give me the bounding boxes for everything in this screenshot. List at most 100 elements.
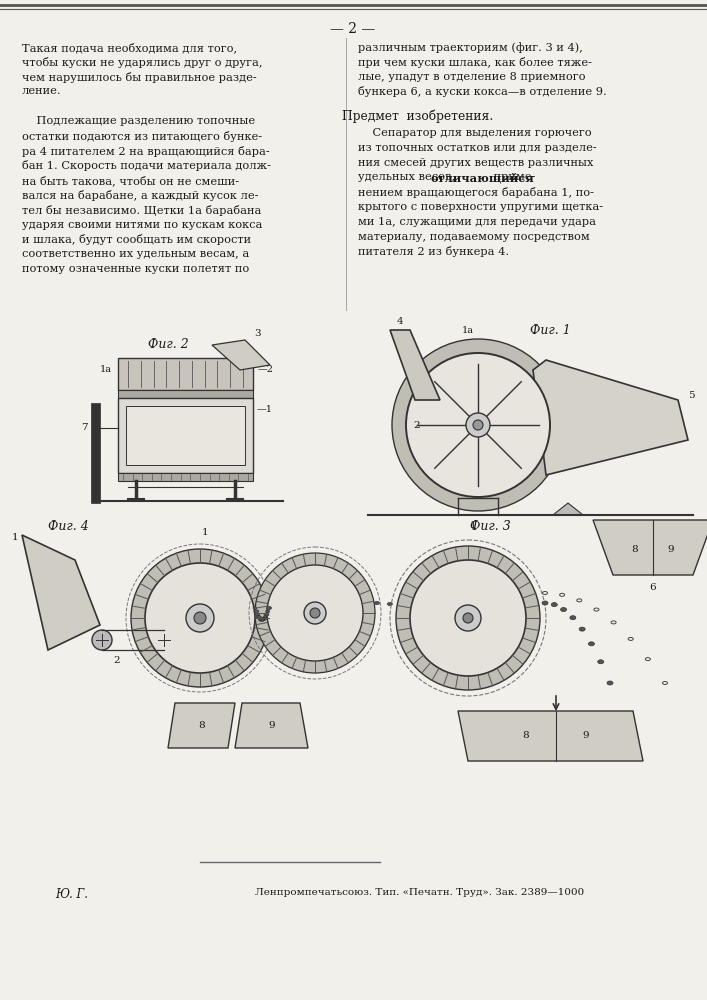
Text: 1: 1 [11, 534, 18, 542]
Circle shape [466, 413, 490, 437]
Circle shape [411, 398, 429, 416]
Ellipse shape [257, 616, 262, 619]
Text: 5: 5 [688, 390, 694, 399]
Text: и шлака, будут сообщать им скорости: и шлака, будут сообщать им скорости [22, 234, 251, 245]
Ellipse shape [255, 613, 259, 616]
Text: 9: 9 [269, 720, 275, 730]
Text: питателя 2 из бункера 4.: питателя 2 из бункера 4. [358, 246, 509, 257]
Text: —2: —2 [258, 365, 274, 374]
Circle shape [194, 612, 206, 624]
Text: Предмет  изобретения.: Предмет изобретения. [342, 109, 493, 123]
Polygon shape [212, 340, 270, 370]
Circle shape [439, 398, 457, 416]
Polygon shape [390, 330, 440, 400]
Bar [118, 390, 253, 398]
Polygon shape [533, 360, 688, 475]
Circle shape [396, 546, 540, 690]
Text: Фиг. 2: Фиг. 2 [148, 338, 188, 351]
Text: 4: 4 [397, 317, 403, 326]
Text: 1а: 1а [462, 326, 474, 335]
Ellipse shape [387, 603, 392, 606]
Ellipse shape [254, 610, 259, 613]
Circle shape [154, 630, 174, 650]
Text: 1: 1 [469, 521, 477, 530]
Polygon shape [168, 703, 235, 748]
Text: соответственно их удельным весам, а: соответственно их удельным весам, а [22, 249, 250, 259]
Text: 1а: 1а [100, 365, 112, 374]
Text: удельных весов,: удельных весов, [358, 172, 459, 182]
Text: Подлежащие разделению топочные: Подлежащие разделению топочные [22, 116, 255, 126]
Ellipse shape [266, 610, 270, 613]
Text: крытого с поверхности упругими щетка-: крытого с поверхности упругими щетка- [358, 202, 603, 212]
Text: тел бы независимо. Щетки 1а барабана: тел бы независимо. Щетки 1а барабана [22, 205, 262, 216]
Text: 8: 8 [199, 720, 205, 730]
Circle shape [186, 604, 214, 632]
Text: 6: 6 [650, 583, 656, 592]
Circle shape [267, 565, 363, 661]
Text: 9: 9 [667, 546, 674, 554]
Text: Сепаратор для выделения горючего: Сепаратор для выделения горючего [358, 128, 592, 138]
Text: лые, упадут в отделение 8 приемного: лые, упадут в отделение 8 приемного [358, 72, 585, 82]
Ellipse shape [375, 601, 380, 604]
Polygon shape [593, 520, 707, 575]
Text: ударяя своими нитями по кускам кокса: ударяя своими нитями по кускам кокса [22, 220, 262, 230]
Text: 7: 7 [81, 424, 88, 432]
Ellipse shape [452, 638, 457, 641]
Text: ми 1а, служащими для передачи удара: ми 1а, служащими для передачи удара [358, 217, 596, 227]
Text: Ленпромпечатьсоюз. Тип. «Печатн. Труд». Зак. 2389—1000: Ленпромпечатьсоюз. Тип. «Печатн. Труд». … [255, 888, 585, 897]
Ellipse shape [579, 627, 585, 631]
Circle shape [473, 420, 483, 430]
Text: на быть такова, чтобы он не смеши-: на быть такова, чтобы он не смеши- [22, 175, 239, 186]
Text: вался на барабане, а каждый кусок ле-: вался на барабане, а каждый кусок ле- [22, 190, 259, 201]
Text: бункера 6, а куски кокса—в отделение 9.: бункера 6, а куски кокса—в отделение 9. [358, 86, 607, 97]
Circle shape [463, 613, 473, 623]
Text: 3: 3 [255, 329, 262, 338]
Ellipse shape [551, 603, 557, 607]
Ellipse shape [542, 601, 548, 605]
Ellipse shape [253, 607, 257, 609]
Text: 2: 2 [114, 656, 120, 665]
Text: 8: 8 [522, 732, 530, 740]
Text: различным траекториям (фиг. 3 и 4),: различным траекториям (фиг. 3 и 4), [358, 42, 583, 53]
Circle shape [410, 560, 526, 676]
Text: — 2 —: — 2 — [330, 22, 375, 36]
Text: отличающийся: отличающийся [431, 172, 534, 183]
Bar [118, 358, 253, 390]
Text: остатки подаются из питающего бунке-: остатки подаются из питающего бунке- [22, 131, 262, 142]
Circle shape [304, 602, 326, 624]
Ellipse shape [426, 618, 431, 621]
Ellipse shape [261, 619, 264, 621]
Ellipse shape [413, 611, 418, 614]
Ellipse shape [264, 613, 269, 616]
Text: Фиг. 3: Фиг. 3 [469, 520, 510, 533]
Text: приме-: приме- [490, 172, 535, 182]
Text: ния смесей других веществ различных: ния смесей других веществ различных [358, 158, 593, 168]
Text: бан 1. Скорость подачи материала долж-: бан 1. Скорость подачи материала долж- [22, 160, 271, 171]
Text: —1: —1 [257, 406, 273, 414]
Text: потому означенные куски полетят по: потому означенные куски полетят по [22, 264, 250, 274]
Ellipse shape [262, 617, 267, 620]
Circle shape [406, 353, 550, 497]
Ellipse shape [561, 608, 566, 612]
Ellipse shape [597, 660, 604, 664]
Circle shape [255, 553, 375, 673]
Polygon shape [22, 535, 100, 650]
Ellipse shape [263, 616, 267, 618]
Bar [126, 406, 245, 465]
Circle shape [145, 563, 255, 673]
Polygon shape [458, 711, 643, 761]
Circle shape [131, 549, 269, 687]
Ellipse shape [259, 618, 264, 621]
Text: Фиг. 1: Фиг. 1 [530, 324, 571, 337]
Ellipse shape [400, 606, 405, 609]
Text: Такая подача необходима для того,: Такая подача необходима для того, [22, 42, 237, 53]
Text: чем нарушилось бы правильное разде-: чем нарушилось бы правильное разде- [22, 72, 257, 83]
Circle shape [310, 608, 320, 618]
Bar [118, 398, 253, 473]
Text: 9: 9 [583, 732, 590, 740]
Text: 1: 1 [201, 528, 209, 537]
Text: нением вращающегося барабана 1, по-: нением вращающегося барабана 1, по- [358, 187, 594, 198]
Text: ление.: ление. [22, 86, 62, 96]
Circle shape [466, 413, 490, 437]
Text: материалу, подаваемому посредством: материалу, подаваемому посредством [358, 232, 590, 242]
